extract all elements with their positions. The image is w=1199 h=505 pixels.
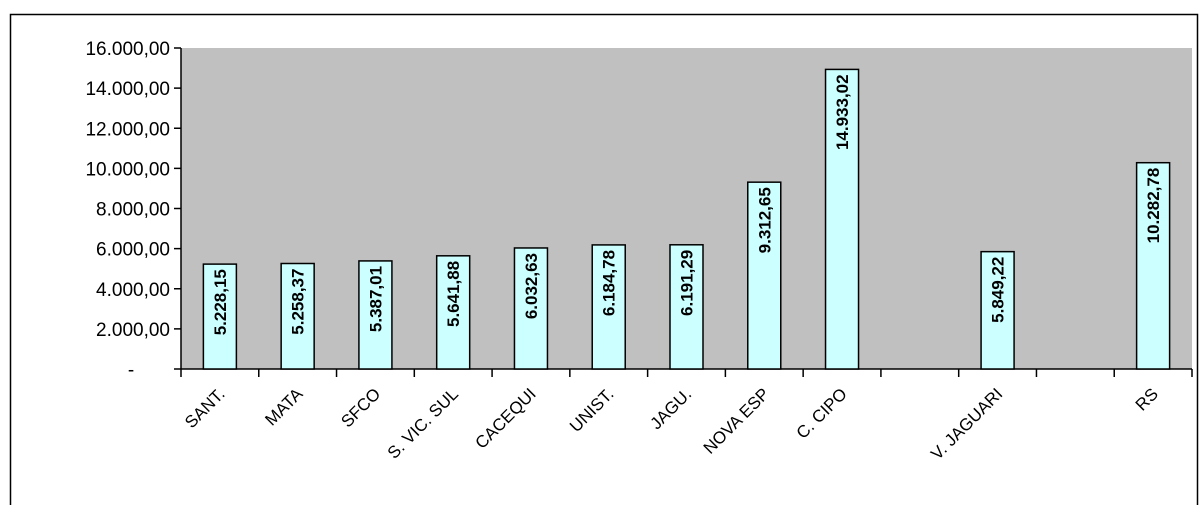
chart-border (9, 13, 1199, 505)
bar-data-label: 5.387,01 (366, 266, 385, 332)
x-category-label: S. VIC. SUL (384, 384, 462, 462)
bar-data-label: 14.933,02 (833, 74, 852, 150)
bar-series: 5.228,15 5.258,37 5.387,01 5.641,88 6.032,63… (202, 68, 1171, 370)
x-category-label: SFCO (337, 384, 384, 431)
x-category-label: C. CIPO (793, 384, 851, 442)
x-category-label: UNIST. (566, 384, 618, 436)
bar (747, 181, 782, 370)
bar-data-label: 10.282,78 (1144, 168, 1163, 244)
bar-data-label: 6.032,63 (522, 253, 541, 319)
x-axis: SANT. MATA SFCO S. VIC. SUL CACEQUI UNIST. JAG… (180, 368, 1193, 464)
y-tick-label: 4.000,00 (96, 280, 170, 301)
bar (202, 263, 238, 370)
y-tick-label: 10.000,00 (85, 159, 170, 180)
bar-data-label: 6.191,29 (678, 250, 697, 316)
x-category-label: CACEQUI (472, 384, 540, 452)
bar-data-label: 5.641,88 (444, 261, 463, 327)
y-tick-label: 16.000,00 (85, 39, 170, 60)
x-category-label: RS (1132, 384, 1162, 414)
y-tick-label: - (128, 360, 134, 381)
bar (591, 244, 626, 370)
bar-data-label: 9.312,65 (755, 187, 774, 253)
bar (513, 247, 549, 370)
bar (280, 262, 315, 370)
x-category-label: V. JAGUARI (927, 384, 1006, 463)
bar (1135, 161, 1171, 370)
bar-data-label: 5.258,37 (289, 269, 308, 335)
y-axis: - 2.000,00 4.000,00 6.000,00 8.000,00 10.000,… (85, 39, 182, 381)
bar (358, 260, 393, 370)
bar (435, 255, 471, 370)
bar-data-label: 5.228,15 (211, 269, 230, 335)
bar (669, 244, 704, 370)
x-category-label: MATA (261, 384, 307, 430)
y-tick-label: 8.000,00 (96, 200, 170, 221)
x-category-label: SANT. (181, 384, 229, 432)
bar (824, 68, 860, 370)
y-tick-label: 14.000,00 (85, 79, 170, 100)
x-category-label: JAGU. (646, 384, 695, 433)
bar-data-label: 6.184,78 (600, 250, 619, 316)
y-tick-label: 6.000,00 (96, 240, 170, 261)
bar (980, 250, 1015, 370)
y-tick-label: 12.000,00 (85, 119, 170, 140)
bar-data-label: 5.849,22 (989, 257, 1008, 323)
y-tick-label: 2.000,00 (96, 320, 170, 341)
x-category-label: NOVA ESP (700, 384, 773, 457)
